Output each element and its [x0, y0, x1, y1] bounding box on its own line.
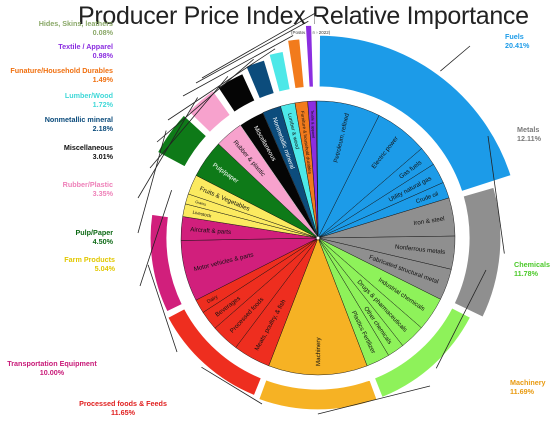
- legend-pct-nonmetallic-mineral: 2.18%: [93, 124, 114, 133]
- inner-slice-machinery: [268, 237, 368, 376]
- inner-label-iron-steel: Iron & steel: [413, 215, 445, 227]
- leader-line-machinery: [317, 385, 431, 415]
- legend-name-fuels: Fuels: [505, 32, 524, 41]
- legend-pct-fuels: 20.41%: [505, 41, 530, 50]
- center-hub: [316, 236, 320, 240]
- legend-pct-rubber-plastic: 3.35%: [93, 189, 114, 198]
- legend-name-nonmetallic-mineral: Nonmetallic mineral: [45, 115, 113, 124]
- legend-name-metals: Metals: [517, 125, 539, 134]
- legend-name-lumber-wood: Lumber/Wood: [65, 91, 113, 100]
- inner-label-grains: Grains: [195, 200, 207, 207]
- outer-slice-hides-skins-leathers: [314, 16, 318, 88]
- legend-pct-hides-skins-leathers: 0.08%: [93, 28, 114, 37]
- leader-line-fuels: [440, 45, 471, 72]
- outer-slice-farm-products: [168, 170, 185, 213]
- outer-slice-chemicals: [373, 306, 472, 399]
- legend-pct-lumber-wood: 1.72%: [93, 100, 114, 109]
- leader-line-processed-foods-feeds: [201, 366, 263, 405]
- leader-line-hides-skins-leathers: [201, 12, 316, 79]
- legend-pct-miscellaneous: 3.01%: [93, 152, 114, 161]
- legend-pct-processed-foods-feeds: 11.65%: [111, 408, 136, 417]
- leader-line-textile-apparel: [195, 20, 309, 84]
- inner-label-machinery: Machinery: [315, 337, 322, 366]
- legend-name-rubber-plastic: Rubber/Plastic: [63, 180, 113, 189]
- outer-slice-metals: [453, 186, 502, 319]
- legend-name-textile-apparel: Textile / Apparel: [58, 42, 113, 51]
- outer-slice-lumber-wood: [268, 50, 291, 93]
- outer-slice-miscellaneous: [216, 72, 256, 114]
- legend-pct-machinery: 11.69%: [510, 387, 535, 396]
- inner-disk: [180, 100, 456, 376]
- legend-pct-pulp-paper: 4.50%: [93, 237, 114, 246]
- outer-slice-processed-foods-feeds: [166, 307, 263, 397]
- leader-line-nonmetallic-mineral: [156, 58, 254, 143]
- leader-line-lumber-wood: [167, 48, 276, 121]
- inner-label-livestock: Livestock: [192, 210, 212, 219]
- inner-label-textile-apparel: Textile & apparel: [310, 110, 315, 138]
- leader-line-funature-household-durables: [182, 35, 294, 97]
- legend-pct-transportation-equipment: 10.00%: [40, 368, 65, 377]
- legend-name-transportation-equipment: Transportation Equipment: [7, 359, 97, 368]
- leader-line-miscellaneous: [149, 76, 229, 169]
- legend-pct-funature-household-durables: 1.49%: [93, 75, 114, 84]
- leader-line-rubber-plastic: [137, 97, 198, 199]
- legend-pct-farm-products: 5.04%: [95, 264, 116, 273]
- outer-ring: [149, 16, 512, 411]
- legend-name-farm-products: Farm Products: [64, 255, 115, 264]
- chart-title: Producer Price Index Relative Importance: [78, 2, 529, 30]
- legend-pct-metals: 12.11%: [517, 134, 542, 143]
- outer-slice-textile-apparel: [304, 24, 315, 88]
- legend-pct-textile-apparel: 0.98%: [93, 51, 114, 60]
- outer-slice-rubber-plastic: [187, 89, 232, 134]
- inner-label-dairy: Dairy: [206, 294, 220, 305]
- leader-line-chemicals: [435, 269, 487, 369]
- leader-lines: [137, 12, 505, 415]
- legend-name-funature-household-durables: Funature/Household Durables: [10, 66, 113, 75]
- leader-line-transportation-equipment: [147, 264, 178, 353]
- inner-slice-hides: [315, 100, 319, 239]
- outer-slice-machinery: [257, 378, 378, 411]
- leader-line-farm-products: [139, 190, 173, 287]
- legend-name-pulp-paper: Pulp/Paper: [75, 228, 113, 237]
- legend-pct-chemicals: 11.78%: [514, 269, 539, 278]
- inner-label-aircraft-parts: Aircraft & parts: [190, 226, 231, 236]
- leader-line-metals: [487, 135, 505, 254]
- legend-name-hides-skins-leathers: Hides, Skins, leathers: [39, 19, 113, 28]
- legend-name-chemicals: Chemicals: [514, 260, 550, 269]
- legend-name-miscellaneous: Miscellaneous: [64, 143, 113, 152]
- outer-slice-fuels: [318, 34, 512, 193]
- legend-name-machinery: Machinery: [510, 378, 546, 387]
- leader-line-pulp-paper: [137, 130, 167, 234]
- legend-name-processed-foods-feeds: Processed foods & Feeds: [79, 399, 167, 408]
- outer-slice-funature-household-durables: [286, 38, 305, 90]
- outer-slice-transportation-equipment: [149, 213, 184, 313]
- outer-slice-pulp-paper: [156, 114, 208, 168]
